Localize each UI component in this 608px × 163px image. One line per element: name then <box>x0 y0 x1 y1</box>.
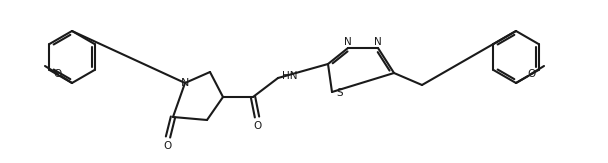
Text: O: O <box>527 69 535 79</box>
Text: O: O <box>54 69 62 79</box>
Text: N: N <box>344 37 352 47</box>
Text: O: O <box>253 121 261 131</box>
Text: HN: HN <box>282 71 297 81</box>
Text: N: N <box>181 78 189 88</box>
Text: O: O <box>164 141 172 151</box>
Text: N: N <box>374 37 382 47</box>
Text: S: S <box>336 88 343 98</box>
